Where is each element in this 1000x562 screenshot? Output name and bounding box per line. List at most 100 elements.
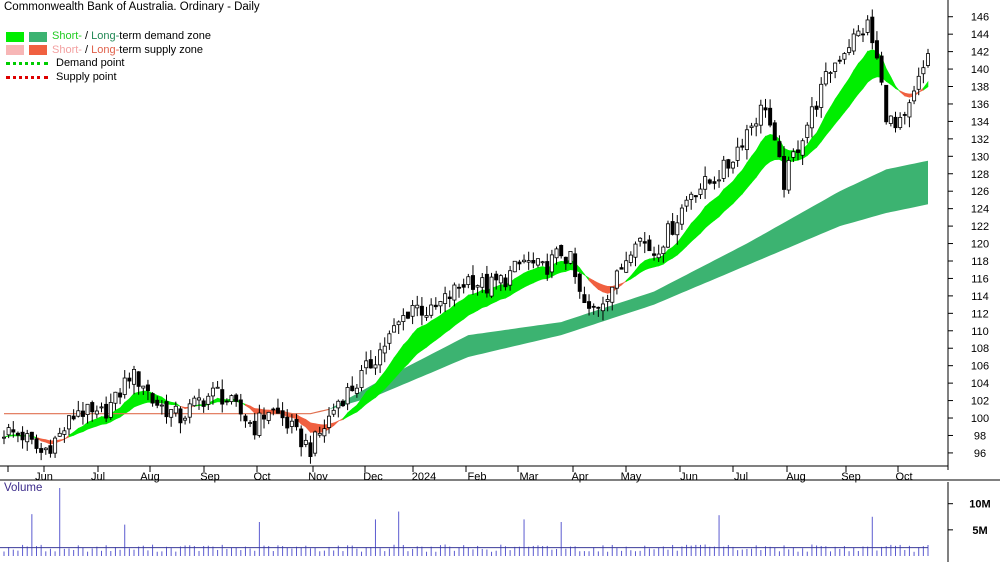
price-tick-label: 106 <box>971 361 989 373</box>
price-tick-label: 108 <box>971 343 989 355</box>
short-term-demand-zone <box>138 390 144 406</box>
price-bar-body <box>921 67 926 75</box>
price-bar-body <box>359 370 364 388</box>
price-bar-body <box>373 364 378 369</box>
price-bar-body <box>587 301 592 309</box>
price-tick-label: 138 <box>971 82 989 94</box>
short-term-demand-zone <box>416 325 423 355</box>
price-bar-body <box>122 377 127 395</box>
short-term-demand-zone <box>556 260 562 275</box>
short-term-demand-zone <box>653 257 659 268</box>
price-bar-body <box>345 387 350 405</box>
short-term-demand-zone <box>677 235 683 256</box>
price-bar-body <box>178 408 183 424</box>
legend-supply-sep: / <box>81 43 92 56</box>
price-bar-body <box>141 385 146 389</box>
price-bar-body <box>684 199 689 207</box>
legend-demand-rest: term demand zone <box>119 30 211 42</box>
price-bar-body <box>62 430 67 435</box>
price-bar-body <box>689 193 694 200</box>
short-term-demand-zone <box>732 174 738 205</box>
price-bar-body <box>893 116 898 129</box>
price-bar-body <box>405 311 410 319</box>
price-bar-body <box>340 400 345 407</box>
price-tick-label: 98 <box>974 430 986 442</box>
price-bar-body <box>257 412 262 436</box>
price-bar-body <box>20 431 25 441</box>
price-bar-body <box>907 102 912 118</box>
price-bar-body <box>25 433 30 443</box>
short-term-demand-zone <box>444 308 450 334</box>
price-bar-body <box>563 256 568 264</box>
x-tick-label: Sep <box>200 471 220 483</box>
volume-label: Volume <box>4 482 43 494</box>
price-bar-body <box>721 159 726 179</box>
price-bar-body <box>656 253 661 259</box>
short-term-demand-zone <box>765 133 771 166</box>
price-bar-body <box>693 195 698 198</box>
short-term-supply-zone <box>588 277 594 286</box>
short-term-supply-zone <box>602 284 608 294</box>
price-bar-body <box>322 428 327 437</box>
price-bar-body <box>475 285 480 288</box>
short-term-demand-zone <box>690 217 697 243</box>
price-bar-body <box>90 402 95 413</box>
short-term-demand-zone <box>533 267 539 284</box>
short-term-supply-zone <box>338 417 344 422</box>
price-bar-body <box>206 395 211 405</box>
price-bar-body <box>71 415 76 420</box>
short-term-demand-zone <box>890 76 896 90</box>
price-bar-body <box>15 432 20 436</box>
price-bar-body <box>517 261 522 265</box>
short-term-supply-zone <box>314 423 320 433</box>
short-term-demand-zone <box>649 257 655 269</box>
volume-tick-label: 5M <box>972 525 987 537</box>
price-bar-body <box>2 436 7 439</box>
price-bar-body <box>726 159 731 169</box>
price-bar-body <box>559 245 564 257</box>
short-term-demand-zone <box>440 310 446 338</box>
price-bar-body <box>795 149 800 153</box>
price-bar-body <box>605 299 610 302</box>
price-tick-label: 146 <box>971 12 989 24</box>
short-term-supply-zone <box>249 405 255 415</box>
price-tick-label: 126 <box>971 186 989 198</box>
short-demand-swatch <box>6 31 24 42</box>
price-bar-body <box>735 146 740 161</box>
price-bar-body <box>34 438 39 449</box>
short-term-demand-zone <box>816 123 822 149</box>
price-bar-body <box>150 393 155 404</box>
price-bar-body <box>814 105 819 110</box>
short-term-demand-zone <box>407 332 413 365</box>
short-term-supply-zone <box>899 90 906 97</box>
short-term-demand-zone <box>686 222 692 247</box>
x-tick-label: Jun <box>680 471 698 483</box>
price-bar-body <box>786 159 791 191</box>
short-term-demand-zone <box>830 98 836 131</box>
x-tick-label: Feb <box>468 471 487 483</box>
price-bar-body <box>698 188 703 195</box>
short-term-demand-zone <box>839 84 845 119</box>
price-bar-body <box>336 400 341 409</box>
price-tick-label: 124 <box>971 204 989 216</box>
short-term-demand-zone <box>398 344 404 375</box>
price-bar-body <box>554 248 559 259</box>
price-bar-body <box>354 387 359 394</box>
price-bar-body <box>526 260 531 263</box>
price-tick-label: 136 <box>971 99 989 111</box>
short-term-demand-zone <box>820 114 827 143</box>
price-bar-body <box>447 296 452 300</box>
short-term-demand-zone <box>519 272 525 291</box>
price-bar-body <box>183 417 188 421</box>
price-bar-body <box>805 124 810 138</box>
price-bar-body <box>317 433 322 436</box>
legend-demand-point-label: Demand point <box>56 57 125 69</box>
short-term-supply-zone <box>333 420 339 427</box>
short-term-demand-zone <box>714 195 720 222</box>
short-term-demand-zone <box>477 289 483 312</box>
price-bar-body <box>308 442 313 457</box>
short-term-supply-zone <box>254 408 260 414</box>
price-bar-body <box>703 176 708 190</box>
price-bar-body <box>43 447 48 451</box>
